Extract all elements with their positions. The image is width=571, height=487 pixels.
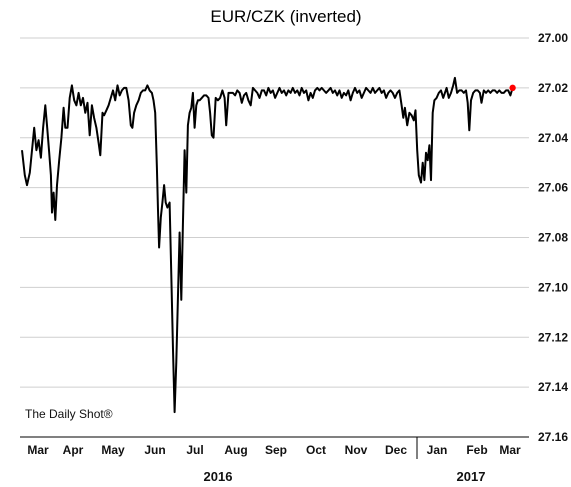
y-tick-label: 27.12 bbox=[538, 330, 568, 344]
x-tick-label: Aug bbox=[224, 443, 247, 457]
x-tick-label: Mar bbox=[499, 443, 521, 457]
x-tick-label: Dec bbox=[385, 443, 407, 457]
x-tick-label: Feb bbox=[466, 443, 487, 457]
source-watermark: The Daily Shot® bbox=[25, 407, 113, 421]
eur-czk-series-line bbox=[21, 76, 514, 414]
x-tick-label: Sep bbox=[265, 443, 287, 457]
y-tick-label: 27.08 bbox=[538, 231, 568, 245]
y-tick-label: 27.00 bbox=[538, 31, 568, 45]
year-label: 2016 bbox=[204, 469, 233, 484]
chart-title: EUR/CZK (inverted) bbox=[210, 7, 361, 26]
x-axis-month-labels: Mar Apr May Jun Jul Aug Sep Oct Nov Dec Jan Feb Mar bbox=[27, 443, 521, 457]
horizontal-gridlines bbox=[20, 37, 529, 388]
x-tick-label: Jul bbox=[186, 443, 203, 457]
y-tick-label: 27.04 bbox=[538, 131, 568, 145]
x-tick-label: Mar bbox=[27, 443, 49, 457]
y-tick-label: 27.16 bbox=[538, 430, 568, 444]
year-label: 2017 bbox=[457, 469, 486, 484]
y-tick-label: 27.06 bbox=[538, 181, 568, 195]
y-tick-label: 27.02 bbox=[538, 81, 568, 95]
x-tick-label: Oct bbox=[306, 443, 326, 457]
x-tick-label: Apr bbox=[63, 443, 84, 457]
x-tick-label: Jun bbox=[144, 443, 165, 457]
x-axis-year-labels: 2016 2017 bbox=[204, 469, 486, 484]
y-tick-label: 27.14 bbox=[538, 380, 568, 394]
latest-value-marker bbox=[509, 84, 516, 92]
x-tick-label: Jan bbox=[427, 443, 448, 457]
y-axis-tick-labels: 27.00 27.02 27.04 27.06 27.08 27.10 27.12 27.14… bbox=[538, 31, 568, 444]
x-tick-label: Nov bbox=[345, 443, 368, 457]
x-tick-label: May bbox=[101, 443, 125, 457]
y-tick-label: 27.10 bbox=[538, 280, 568, 294]
